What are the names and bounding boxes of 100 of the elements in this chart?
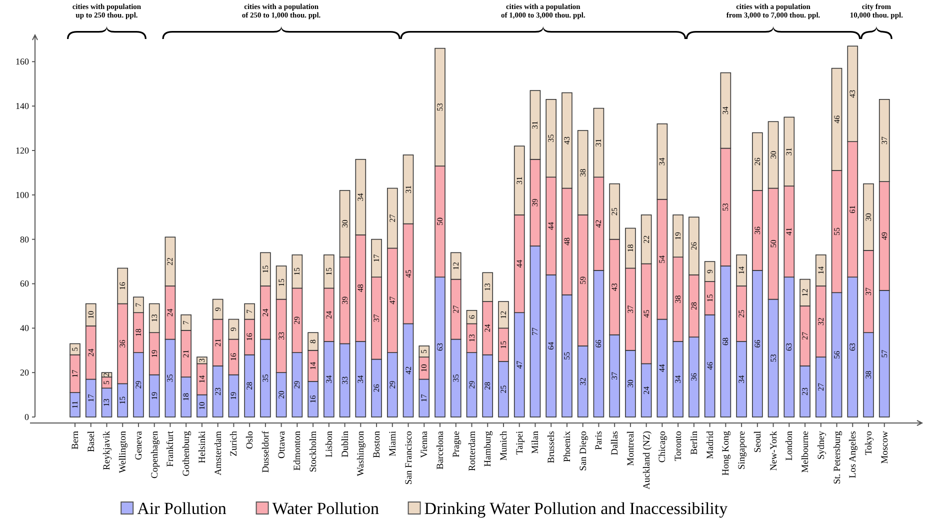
x-tick-label: Milan bbox=[531, 430, 542, 454]
data-label: 29 bbox=[134, 380, 143, 389]
x-tick-label: Geneva bbox=[134, 430, 144, 460]
data-label: 44 bbox=[658, 364, 667, 372]
data-label: 16 bbox=[118, 282, 128, 290]
data-label: 9 bbox=[229, 327, 238, 332]
x-tick-label: Munich bbox=[499, 430, 510, 461]
data-label: 19 bbox=[674, 232, 683, 240]
data-label: 16 bbox=[229, 353, 238, 362]
data-label: 30 bbox=[340, 220, 350, 228]
data-label: 68 bbox=[721, 337, 730, 346]
data-label: 61 bbox=[848, 205, 858, 214]
y-tick-label: 120 bbox=[16, 145, 30, 156]
data-label: 5 bbox=[102, 380, 112, 385]
y-tick-label: 20 bbox=[20, 368, 30, 378]
data-label: 15 bbox=[705, 294, 714, 302]
x-tick-label: Frankfurt bbox=[166, 430, 176, 467]
data-label: 3 bbox=[197, 358, 206, 362]
data-label: 29 bbox=[467, 380, 476, 389]
x-tick-label: Montreal bbox=[626, 430, 636, 466]
data-label: 28 bbox=[245, 382, 254, 390]
x-tick-label: Prague bbox=[452, 431, 462, 458]
x-tick-label: San Diego bbox=[578, 430, 589, 471]
data-label: 6 bbox=[467, 315, 476, 320]
data-label: 27 bbox=[451, 305, 460, 314]
data-label: 25 bbox=[498, 385, 508, 394]
data-label: 43 bbox=[848, 90, 858, 98]
data-label: 20 bbox=[276, 390, 286, 399]
data-label: 9 bbox=[213, 307, 222, 312]
x-tick-label: New-York bbox=[769, 430, 780, 471]
data-label: 31 bbox=[404, 185, 413, 194]
data-label: 53 bbox=[721, 203, 730, 212]
data-label: 54 bbox=[658, 255, 667, 264]
x-tick-label: Ottawa bbox=[277, 430, 288, 458]
x-tick-label: Phoenix bbox=[562, 430, 573, 462]
data-label: 17 bbox=[86, 394, 96, 402]
x-tick-label: Auckland (NZ) bbox=[642, 431, 652, 490]
data-label: 38 bbox=[578, 168, 588, 177]
x-tick-label: Boston bbox=[372, 430, 383, 458]
data-label: 26 bbox=[689, 242, 698, 250]
data-label: 57 bbox=[880, 350, 889, 358]
data-label: 49 bbox=[880, 232, 889, 240]
data-label: 66 bbox=[594, 340, 604, 348]
y-tick-label: 100 bbox=[16, 190, 30, 200]
data-label: 55 bbox=[562, 352, 572, 360]
data-label: 15 bbox=[260, 265, 270, 274]
data-label: 7 bbox=[245, 310, 254, 314]
data-label: 63 bbox=[848, 343, 858, 352]
x-tick-label: Zurich bbox=[230, 430, 240, 456]
x-tick-label: Los Angeles bbox=[848, 430, 859, 478]
data-label: 15 bbox=[118, 396, 128, 404]
x-tick-label: Oslo bbox=[246, 430, 256, 449]
data-label: 39 bbox=[340, 296, 350, 304]
data-label: 19 bbox=[150, 350, 159, 358]
data-label: 25 bbox=[610, 208, 620, 216]
data-label: 13 bbox=[102, 398, 112, 407]
x-tick-label: Basel bbox=[86, 430, 97, 452]
data-label: 53 bbox=[768, 354, 778, 362]
y-tick-label: 0 bbox=[24, 412, 30, 422]
data-label: 38 bbox=[674, 295, 683, 304]
data-label: 33 bbox=[340, 376, 350, 384]
x-tick-label: Taipei bbox=[515, 430, 526, 455]
data-label: 21 bbox=[182, 350, 191, 358]
data-label: 16 bbox=[245, 333, 254, 342]
data-label: 37 bbox=[372, 314, 382, 322]
data-label: 53 bbox=[436, 103, 445, 112]
x-tick-label: Chicago bbox=[658, 430, 668, 463]
x-tick-label: Madrid bbox=[706, 430, 716, 459]
data-label: 23 bbox=[800, 387, 810, 396]
data-label: 48 bbox=[562, 238, 572, 246]
x-tick-label: Washington bbox=[356, 430, 367, 476]
legend-label: Drinking Water Pollution and Inaccessibility bbox=[424, 499, 728, 518]
x-tick-label: Gothenburg bbox=[182, 430, 192, 476]
data-label: 31 bbox=[594, 138, 604, 147]
data-label: 15 bbox=[498, 340, 508, 349]
legend-label: Water Pollution bbox=[272, 499, 380, 518]
data-label: 56 bbox=[832, 350, 842, 359]
data-label: 39 bbox=[530, 198, 540, 207]
data-label: 11 bbox=[70, 400, 80, 409]
data-label: 77 bbox=[530, 327, 540, 336]
x-tick-label: Wellington bbox=[118, 430, 129, 473]
data-label: 22 bbox=[166, 258, 175, 266]
data-label: 64 bbox=[546, 342, 556, 350]
x-tick-label: Moscow bbox=[880, 430, 890, 464]
data-label: 8 bbox=[308, 339, 318, 344]
x-tick-label: Lisbon bbox=[324, 430, 335, 458]
data-label: 63 bbox=[784, 343, 794, 352]
x-tick-label: Tokyo bbox=[864, 430, 874, 456]
data-label: 34 bbox=[356, 375, 366, 384]
data-label: 63 bbox=[436, 343, 445, 352]
data-label: 31 bbox=[784, 148, 794, 156]
data-label: 41 bbox=[784, 228, 794, 236]
data-label: 16 bbox=[308, 395, 318, 404]
x-tick-label: Edmonton bbox=[293, 430, 304, 471]
data-label: 13 bbox=[467, 334, 476, 342]
data-label: 43 bbox=[610, 283, 620, 292]
data-label: 14 bbox=[197, 375, 206, 384]
data-label: 30 bbox=[768, 150, 778, 159]
y-tick-label: 160 bbox=[16, 56, 30, 67]
data-label: 47 bbox=[388, 296, 397, 304]
